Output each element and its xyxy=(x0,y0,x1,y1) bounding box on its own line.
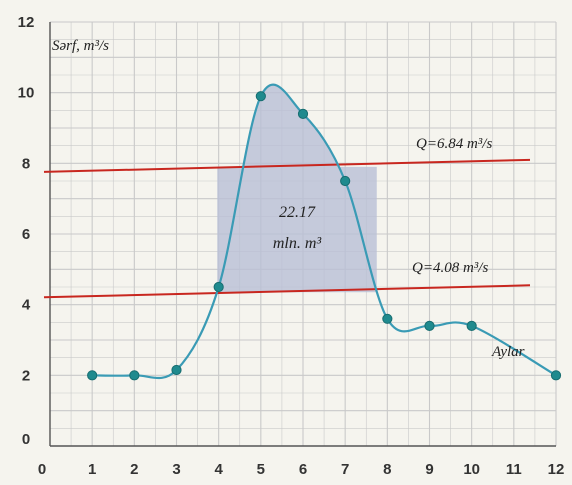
y-tick-label: 10 xyxy=(18,85,35,102)
y-tick-label: 8 xyxy=(22,155,30,172)
area-unit-label: mln. m³ xyxy=(273,235,322,252)
x-tick-label: 4 xyxy=(214,461,223,478)
reference-lines xyxy=(43,158,531,299)
x-axis-ticks: 0 1 2 3 4 5 6 7 8 9 10 11 12 xyxy=(38,461,565,478)
x-axis-label: Aylar xyxy=(491,344,525,360)
reference-label-high: Q=6.84 m³/s xyxy=(416,136,492,152)
y-axis-label: Sərf, m³/s xyxy=(52,38,109,54)
x-tick-label: 10 xyxy=(463,461,480,478)
data-point-5 xyxy=(255,91,266,102)
y-tick-label: 0 xyxy=(22,431,30,448)
x-tick-label: 11 xyxy=(506,461,522,478)
x-tick-label: 2 xyxy=(130,461,138,478)
x-tick-label: 8 xyxy=(383,461,391,478)
x-tick-label: 3 xyxy=(172,461,180,478)
x-tick-label: 9 xyxy=(425,461,433,478)
data-point-1 xyxy=(87,370,98,381)
area-value-label: 22.17 xyxy=(279,204,316,221)
reference-line-0 xyxy=(43,158,531,173)
y-tick-label: 2 xyxy=(22,367,30,384)
data-point-6 xyxy=(297,108,309,119)
y-tick-label: 12 xyxy=(18,14,35,31)
x-tick-label: 12 xyxy=(548,461,565,478)
data-points xyxy=(87,91,562,381)
y-axis-ticks: 0 2 4 6 8 10 12 xyxy=(18,14,35,448)
x-tick-label: 7 xyxy=(341,461,349,478)
y-tick-label: 6 xyxy=(22,226,30,243)
reference-label-low: Q=4.08 m³/s xyxy=(412,260,488,276)
data-point-4 xyxy=(213,281,224,293)
data-point-8 xyxy=(382,313,393,324)
data-point-2 xyxy=(129,370,140,381)
x-tick-label: 6 xyxy=(299,461,307,478)
data-point-12 xyxy=(550,370,562,381)
x-tick-label: 0 xyxy=(38,461,46,478)
data-point-9 xyxy=(424,320,435,331)
y-tick-label: 4 xyxy=(22,297,31,314)
shaded-volume-area xyxy=(217,84,377,293)
data-point-7 xyxy=(340,175,351,187)
data-point-3 xyxy=(171,364,182,376)
data-point-10 xyxy=(466,320,477,331)
x-tick-label: 1 xyxy=(88,461,96,478)
reference-line-1 xyxy=(43,284,531,299)
x-tick-label: 5 xyxy=(257,461,265,478)
